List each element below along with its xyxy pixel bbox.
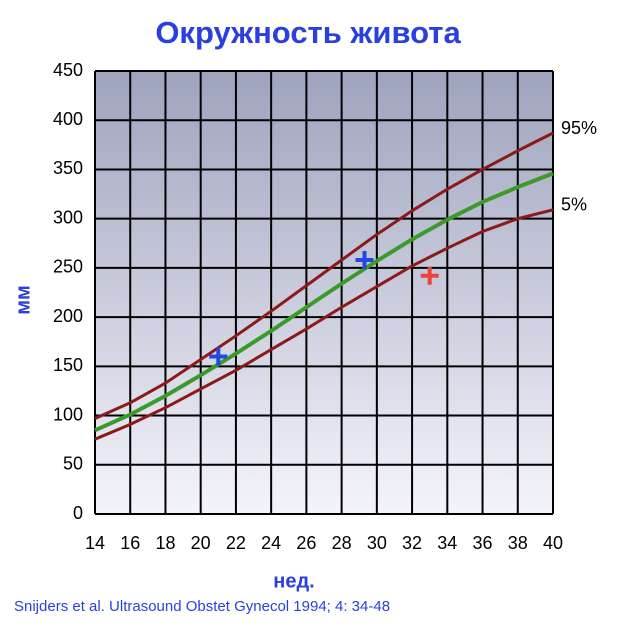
y-axis-label: мм — [12, 285, 34, 315]
x-tick-label: 36 — [473, 533, 493, 553]
x-axis-label: нед. — [273, 570, 314, 592]
x-tick-label: 28 — [332, 533, 352, 553]
line — [94, 171, 554, 433]
x-tick-label: 30 — [367, 533, 387, 553]
y-tick-label: 50 — [63, 454, 83, 474]
measurement-marker — [420, 266, 439, 285]
y-tick-label: 300 — [53, 207, 83, 227]
x-tick-label: 34 — [437, 533, 457, 553]
x-tick-label: 32 — [402, 533, 422, 553]
chart-title: Окружность живота — [155, 15, 461, 50]
y-tick-label: 0 — [73, 503, 83, 523]
y-tick-label: 400 — [53, 109, 83, 129]
x-tick-label: 38 — [508, 533, 528, 553]
y-tick-label: 450 — [53, 60, 83, 80]
x-tick-label: 22 — [226, 533, 246, 553]
y-tick-label: 150 — [53, 355, 83, 375]
y-tick-label: 200 — [53, 306, 83, 326]
line — [94, 208, 554, 441]
x-tick-label: 18 — [155, 533, 175, 553]
measurement-marker — [355, 251, 374, 270]
y-tick-label: 250 — [53, 257, 83, 277]
y-tick-label: 350 — [53, 158, 83, 178]
x-tick-label: 14 — [85, 533, 105, 553]
x-tick-label: 26 — [296, 533, 316, 553]
series-label: 5% — [561, 195, 587, 215]
x-tick-label: 24 — [261, 533, 281, 553]
series-label: 95% — [561, 118, 597, 138]
plot-background — [95, 71, 553, 514]
y-tick-label: 100 — [53, 404, 83, 424]
source-note: Snijders et al. Ultrasound Obstet Gyneco… — [14, 598, 390, 615]
x-tick-label: 16 — [120, 533, 140, 553]
x-tick-label: 40 — [543, 533, 563, 553]
x-tick-label: 20 — [191, 533, 211, 553]
line — [94, 131, 554, 420]
measurement-marker — [209, 347, 228, 366]
